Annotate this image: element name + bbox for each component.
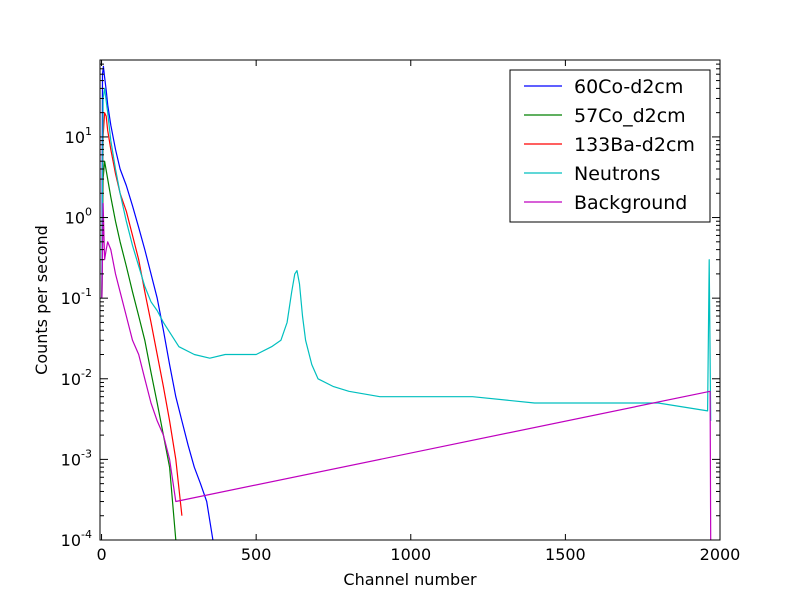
y-tick-label: 10-2	[61, 367, 92, 389]
y-tick-exponent: 1	[85, 125, 92, 138]
x-tick-label: 2000	[700, 545, 741, 564]
y-tick-base: 10	[61, 531, 81, 550]
legend-label: 133Ba-d2cm	[574, 134, 695, 156]
series-layer	[101, 65, 712, 540]
legend-label: Neutrons	[574, 163, 660, 185]
y-tick-exponent: -2	[81, 367, 92, 380]
x-tick-label: 1000	[390, 545, 431, 564]
series-line-57co-d2cm	[101, 160, 177, 540]
y-tick-exponent: -4	[81, 528, 92, 541]
y-axis-label: Counts per second	[32, 225, 51, 375]
plot-frame	[99, 59, 721, 541]
y-tick-label: 101	[65, 125, 92, 147]
y-tick-exponent: -1	[81, 286, 92, 299]
legend-label: 57Co_d2cm	[574, 105, 686, 127]
legend: 60Co-d2cm 57Co_d2cm 133Ba-d2cm Neutrons Back…	[509, 69, 711, 223]
y-tick-base: 10	[61, 370, 81, 389]
y-tick-base: 10	[65, 128, 85, 147]
x-tick-label: 500	[241, 545, 272, 564]
y-tick-base: 10	[61, 289, 81, 308]
y-tick-label: 10-4	[61, 528, 92, 550]
legend-label: Background	[574, 192, 687, 214]
y-tick-base: 10	[65, 209, 85, 228]
series-line-background	[101, 202, 712, 540]
series-line-60co-d2cm	[101, 65, 214, 540]
x-tick-label: 1500	[545, 545, 586, 564]
series-line-133ba-d2cm	[101, 112, 183, 516]
legend-box	[509, 69, 711, 223]
series-line-neutrons	[101, 87, 712, 421]
y-tick-exponent: 0	[85, 206, 92, 219]
y-tick-label: 10-3	[61, 447, 92, 469]
y-tick-label: 10-1	[61, 286, 92, 308]
x-axis: 0 500 1000 1500 2000	[96, 60, 740, 564]
y-tick-exponent: -3	[81, 447, 92, 460]
legend-label: 60Co-d2cm	[574, 76, 683, 98]
x-axis-label: Channel number	[343, 570, 477, 589]
x-tick-label: 0	[96, 545, 106, 564]
y-tick-label: 100	[65, 206, 92, 228]
y-tick-base: 10	[61, 450, 81, 469]
